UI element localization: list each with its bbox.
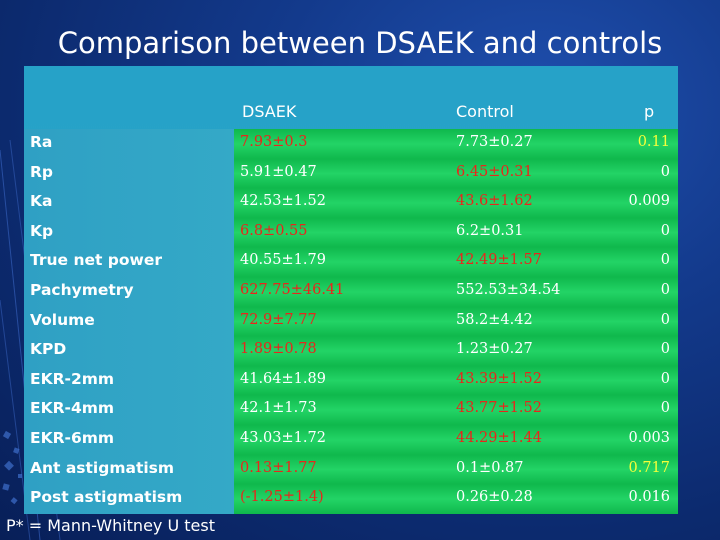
dsaek-value: 41.64±1.89 bbox=[240, 370, 326, 387]
control-value: 1.23±0.27 bbox=[456, 341, 533, 358]
row-data: 41.64±1.89 43.39±1.52 0 bbox=[234, 365, 678, 396]
header-p: p bbox=[644, 102, 655, 121]
control-value: 43.39±1.52 bbox=[456, 370, 542, 387]
row-label: EKR-2mm bbox=[24, 365, 234, 396]
row-label: Ant astigmatism bbox=[24, 454, 234, 485]
row-data: (-1.25±1.4) 0.26±0.28 0.016 bbox=[234, 484, 678, 514]
dsaek-value: 5.91±0.47 bbox=[240, 163, 317, 180]
p-value: 0 bbox=[660, 400, 670, 417]
row-data: 42.53±1.52 43.6±1.62 0.009 bbox=[234, 188, 678, 218]
row-label: Rp bbox=[24, 158, 234, 189]
control-value: 44.29±1.44 bbox=[456, 430, 542, 446]
row-label: Post astigmatism bbox=[24, 484, 234, 514]
control-value: 43.77±1.52 bbox=[456, 400, 542, 417]
dsaek-value: 72.9±7.77 bbox=[240, 311, 317, 328]
page-title: Comparison between DSAEK and controls bbox=[57, 26, 663, 60]
row-data: 0.13±1.77 0.1±0.87 0.717 bbox=[234, 454, 678, 485]
row-label: Volume bbox=[24, 306, 234, 337]
p-value: 0 bbox=[660, 252, 670, 269]
p-value: 0 bbox=[660, 222, 670, 239]
row-data: 5.91±0.47 6.45±0.31 0 bbox=[234, 158, 678, 189]
table-row: Ra 7.93±0.3 7.73±0.27 0.11 bbox=[24, 129, 678, 159]
row-data: 43.03±1.72 44.29±1.44 0.003 bbox=[234, 425, 678, 455]
control-value: 6.45±0.31 bbox=[456, 163, 533, 180]
dsaek-value: (-1.25±1.4) bbox=[240, 489, 324, 506]
control-value: 6.2±0.31 bbox=[456, 222, 524, 239]
row-label: True net power bbox=[24, 247, 234, 277]
row-data: 1.89±0.78 1.23±0.27 0 bbox=[234, 336, 678, 366]
row-label: EKR-4mm bbox=[24, 395, 234, 425]
row-label: Pachymetry bbox=[24, 277, 234, 307]
p-value: 0 bbox=[660, 341, 670, 358]
dsaek-value: 7.93±0.3 bbox=[240, 134, 308, 150]
row-data: 627.75±46.41 552.53±34.54 0 bbox=[234, 277, 678, 307]
control-value: 58.2±4.42 bbox=[456, 311, 533, 328]
dsaek-value: 42.1±1.73 bbox=[240, 400, 317, 417]
dsaek-value: 40.55±1.79 bbox=[240, 252, 326, 269]
p-value: 0 bbox=[660, 163, 670, 180]
control-value: 42.49±1.57 bbox=[456, 252, 542, 269]
table-row: Ka 42.53±1.52 43.6±1.62 0.009 bbox=[24, 188, 678, 218]
p-value: 0 bbox=[660, 370, 670, 387]
comparison-table: DSAEK Control p Ra 7.93±0.3 7.73±0.27 0.11 R… bbox=[24, 66, 678, 514]
table-row: Rp 5.91±0.47 6.45±0.31 0 bbox=[24, 158, 678, 189]
p-value: 0 bbox=[660, 282, 670, 298]
header-dsaek: DSAEK bbox=[242, 102, 297, 121]
row-data: 7.93±0.3 7.73±0.27 0.11 bbox=[234, 129, 678, 159]
table-row: Ant astigmatism 0.13±1.77 0.1±0.87 0.717 bbox=[24, 454, 678, 485]
row-data: 72.9±7.77 58.2±4.42 0 bbox=[234, 306, 678, 337]
dsaek-value: 0.13±1.77 bbox=[240, 459, 317, 476]
table-row: Kp 6.8±0.55 6.2±0.31 0 bbox=[24, 217, 678, 248]
table-row: KPD 1.89±0.78 1.23±0.27 0 bbox=[24, 336, 678, 366]
row-label: Kp bbox=[24, 217, 234, 248]
table-row: EKR-4mm 42.1±1.73 43.77±1.52 0 bbox=[24, 395, 678, 425]
row-data: 40.55±1.79 42.49±1.57 0 bbox=[234, 247, 678, 277]
row-label: KPD bbox=[24, 336, 234, 366]
dsaek-value: 1.89±0.78 bbox=[240, 341, 317, 358]
header-control: Control bbox=[456, 102, 514, 121]
table-row: EKR-6mm 43.03±1.72 44.29±1.44 0.003 bbox=[24, 425, 678, 455]
control-value: 43.6±1.62 bbox=[456, 193, 533, 210]
table-row: Volume 72.9±7.77 58.2±4.42 0 bbox=[24, 306, 678, 337]
p-value: 0 bbox=[660, 311, 670, 328]
table-header: DSAEK Control p bbox=[24, 66, 678, 128]
row-label: Ra bbox=[24, 129, 234, 159]
dsaek-value: 42.53±1.52 bbox=[240, 193, 326, 210]
p-value: 0.016 bbox=[628, 489, 670, 506]
control-value: 0.1±0.87 bbox=[456, 459, 524, 476]
table-row: Post astigmatism (-1.25±1.4) 0.26±0.28 0.01… bbox=[24, 484, 678, 514]
p-value: 0.717 bbox=[628, 459, 670, 476]
control-value: 0.26±0.28 bbox=[456, 489, 533, 506]
dsaek-value: 6.8±0.55 bbox=[240, 222, 308, 239]
control-value: 552.53±34.54 bbox=[456, 282, 561, 298]
table-row: EKR-2mm 41.64±1.89 43.39±1.52 0 bbox=[24, 365, 678, 396]
control-value: 7.73±0.27 bbox=[456, 134, 533, 150]
row-label: Ka bbox=[24, 188, 234, 218]
dsaek-value: 43.03±1.72 bbox=[240, 430, 326, 446]
row-data: 42.1±1.73 43.77±1.52 0 bbox=[234, 395, 678, 425]
row-data: 6.8±0.55 6.2±0.31 0 bbox=[234, 217, 678, 248]
p-value: 0.003 bbox=[628, 430, 670, 446]
p-value: 0.11 bbox=[637, 134, 670, 150]
dsaek-value: 627.75±46.41 bbox=[240, 282, 345, 298]
table-row: Pachymetry 627.75±46.41 552.53±34.54 0 bbox=[24, 277, 678, 307]
table-row: True net power 40.55±1.79 42.49±1.57 0 bbox=[24, 247, 678, 277]
p-value: 0.009 bbox=[628, 193, 670, 210]
footnote: P* = Mann-Whitney U test bbox=[6, 516, 215, 535]
row-label: EKR-6mm bbox=[24, 425, 234, 455]
